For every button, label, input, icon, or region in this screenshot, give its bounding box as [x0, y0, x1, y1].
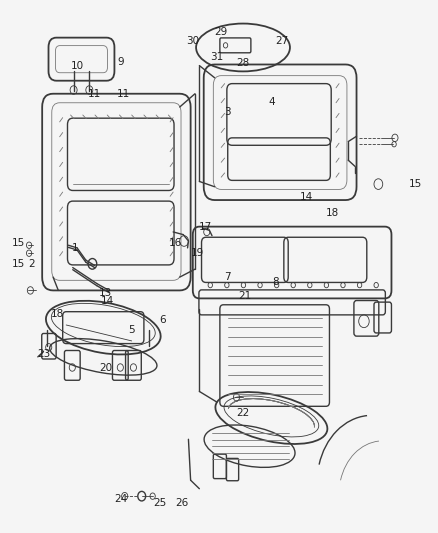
Text: 29: 29 — [215, 27, 228, 37]
Text: 6: 6 — [159, 314, 166, 325]
Text: 27: 27 — [276, 36, 289, 45]
Text: 19: 19 — [191, 248, 204, 258]
Text: 2: 2 — [28, 259, 35, 269]
Text: 24: 24 — [114, 494, 127, 504]
Text: 17: 17 — [199, 222, 212, 232]
Text: 23: 23 — [38, 349, 51, 359]
Text: 22: 22 — [237, 408, 250, 418]
Text: 18: 18 — [51, 309, 64, 319]
Text: 11: 11 — [117, 88, 130, 99]
Text: 3: 3 — [224, 107, 231, 117]
Text: 14: 14 — [101, 296, 114, 306]
Text: 4: 4 — [268, 96, 275, 107]
Text: 13: 13 — [99, 288, 112, 298]
Text: 15: 15 — [11, 238, 25, 247]
Text: 28: 28 — [237, 59, 250, 68]
Text: 8: 8 — [272, 278, 279, 287]
Text: 15: 15 — [409, 179, 422, 189]
Text: 5: 5 — [128, 325, 135, 335]
Text: 30: 30 — [186, 36, 199, 45]
Text: 9: 9 — [117, 57, 124, 67]
Text: 11: 11 — [88, 88, 101, 99]
Text: 15: 15 — [11, 259, 25, 269]
Text: 7: 7 — [224, 272, 231, 282]
Text: 14: 14 — [300, 192, 313, 203]
Text: 18: 18 — [326, 208, 339, 219]
Text: 20: 20 — [99, 362, 112, 373]
Text: 16: 16 — [169, 238, 182, 247]
Text: 10: 10 — [71, 61, 84, 71]
Text: 25: 25 — [153, 498, 167, 508]
Ellipse shape — [196, 23, 290, 71]
Text: 21: 21 — [239, 290, 252, 301]
Text: 31: 31 — [210, 52, 223, 61]
Text: 26: 26 — [175, 498, 188, 508]
Text: 1: 1 — [71, 243, 78, 253]
